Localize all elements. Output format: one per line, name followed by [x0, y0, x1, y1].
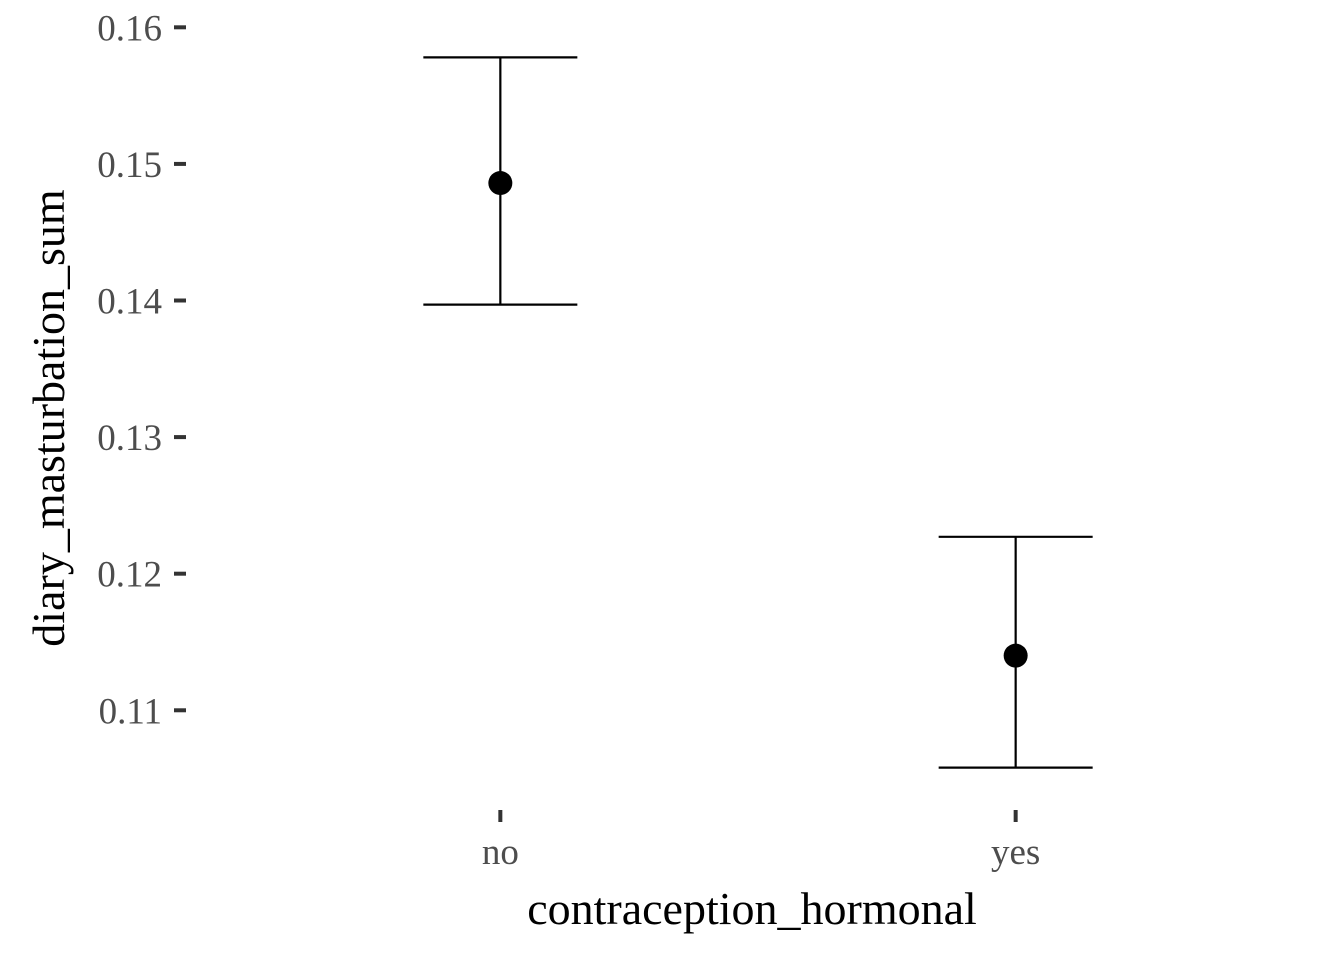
- y-tick-label: 0.15: [97, 145, 162, 186]
- point-estimate-yes: [1003, 643, 1028, 668]
- y-tick-label: 0.16: [97, 8, 162, 49]
- y-tick-label: 0.12: [97, 555, 162, 596]
- plot-marks: [423, 56, 1093, 769]
- y-tick-label: 0.13: [97, 418, 162, 459]
- y-tick-label: 0.11: [99, 691, 162, 732]
- errorbar-no: [423, 56, 578, 306]
- point-estimate-no: [488, 171, 513, 196]
- y-axis-title: diary_masturbation_sum: [23, 189, 74, 647]
- y-axis: 0.11 0.12 0.13 0.14 0.15 0.16: [97, 8, 186, 732]
- x-axis: no yes: [482, 810, 1040, 873]
- x-axis-title: contraception_hormonal: [527, 883, 977, 934]
- y-tick-label: 0.14: [97, 282, 162, 323]
- x-tick-label: yes: [991, 832, 1040, 873]
- errorbar-yes: [938, 535, 1093, 769]
- x-tick-label: no: [482, 832, 519, 873]
